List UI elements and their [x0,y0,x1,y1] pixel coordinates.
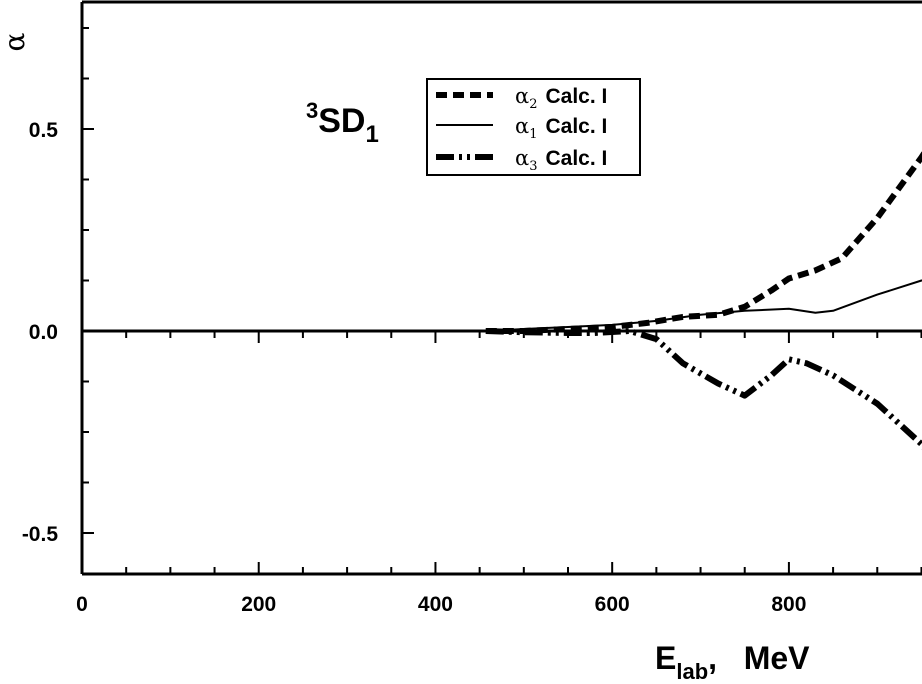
x-axis-label: Elab, MeV [655,640,810,684]
legend-alpha1-sub: 1 [529,127,537,142]
legend-alpha3-sub: 3 [529,159,537,174]
x-axis-label-unit: , MeV [708,640,810,676]
x-tick-label: 400 [418,593,453,616]
legend-entry-alpha2: α2 Calc. I [515,84,607,112]
panel-label-sub: 1 [365,121,378,148]
x-tick-label: 0 [76,593,88,616]
legend-alpha3-symbol: α [515,146,529,170]
series-line-1 [485,279,922,332]
y-tick-label: 0.5 [29,119,59,142]
y-tick-label: 0.0 [29,321,58,344]
legend-alpha2-text: Calc. I [545,85,607,108]
x-axis-label-sub: lab [676,659,708,684]
panel-label-main: SD [318,102,365,140]
panel-label-sup: 3 [306,98,318,123]
series-line-2 [485,328,922,450]
legend-entry-alpha1: α1 Calc. I [515,114,607,142]
legend-alpha3-text: Calc. I [545,147,607,170]
series-layer [485,150,922,450]
legend-alpha2-symbol: α [515,84,529,108]
y-axis-label: α [0,32,31,51]
legend-entry-alpha3: α3 Calc. I [515,146,607,174]
y-tick-label: -0.5 [22,523,59,546]
legend-alpha2-sub: 2 [529,97,537,112]
series-line-0 [485,150,922,334]
panel-label: 3SD1 [306,98,379,148]
ticks-layer: 02004006008001000-0.50.00.5 [22,27,922,616]
legend: α2 Calc. I α1 Calc. I α3 Calc. I [426,78,641,176]
legend-alpha1-text: Calc. I [545,115,607,138]
x-axis-label-main: E [655,640,676,676]
x-tick-label: 200 [241,593,276,616]
x-tick-label: 600 [595,593,630,616]
legend-alpha1-symbol: α [515,114,529,138]
x-tick-label: 800 [771,593,806,616]
